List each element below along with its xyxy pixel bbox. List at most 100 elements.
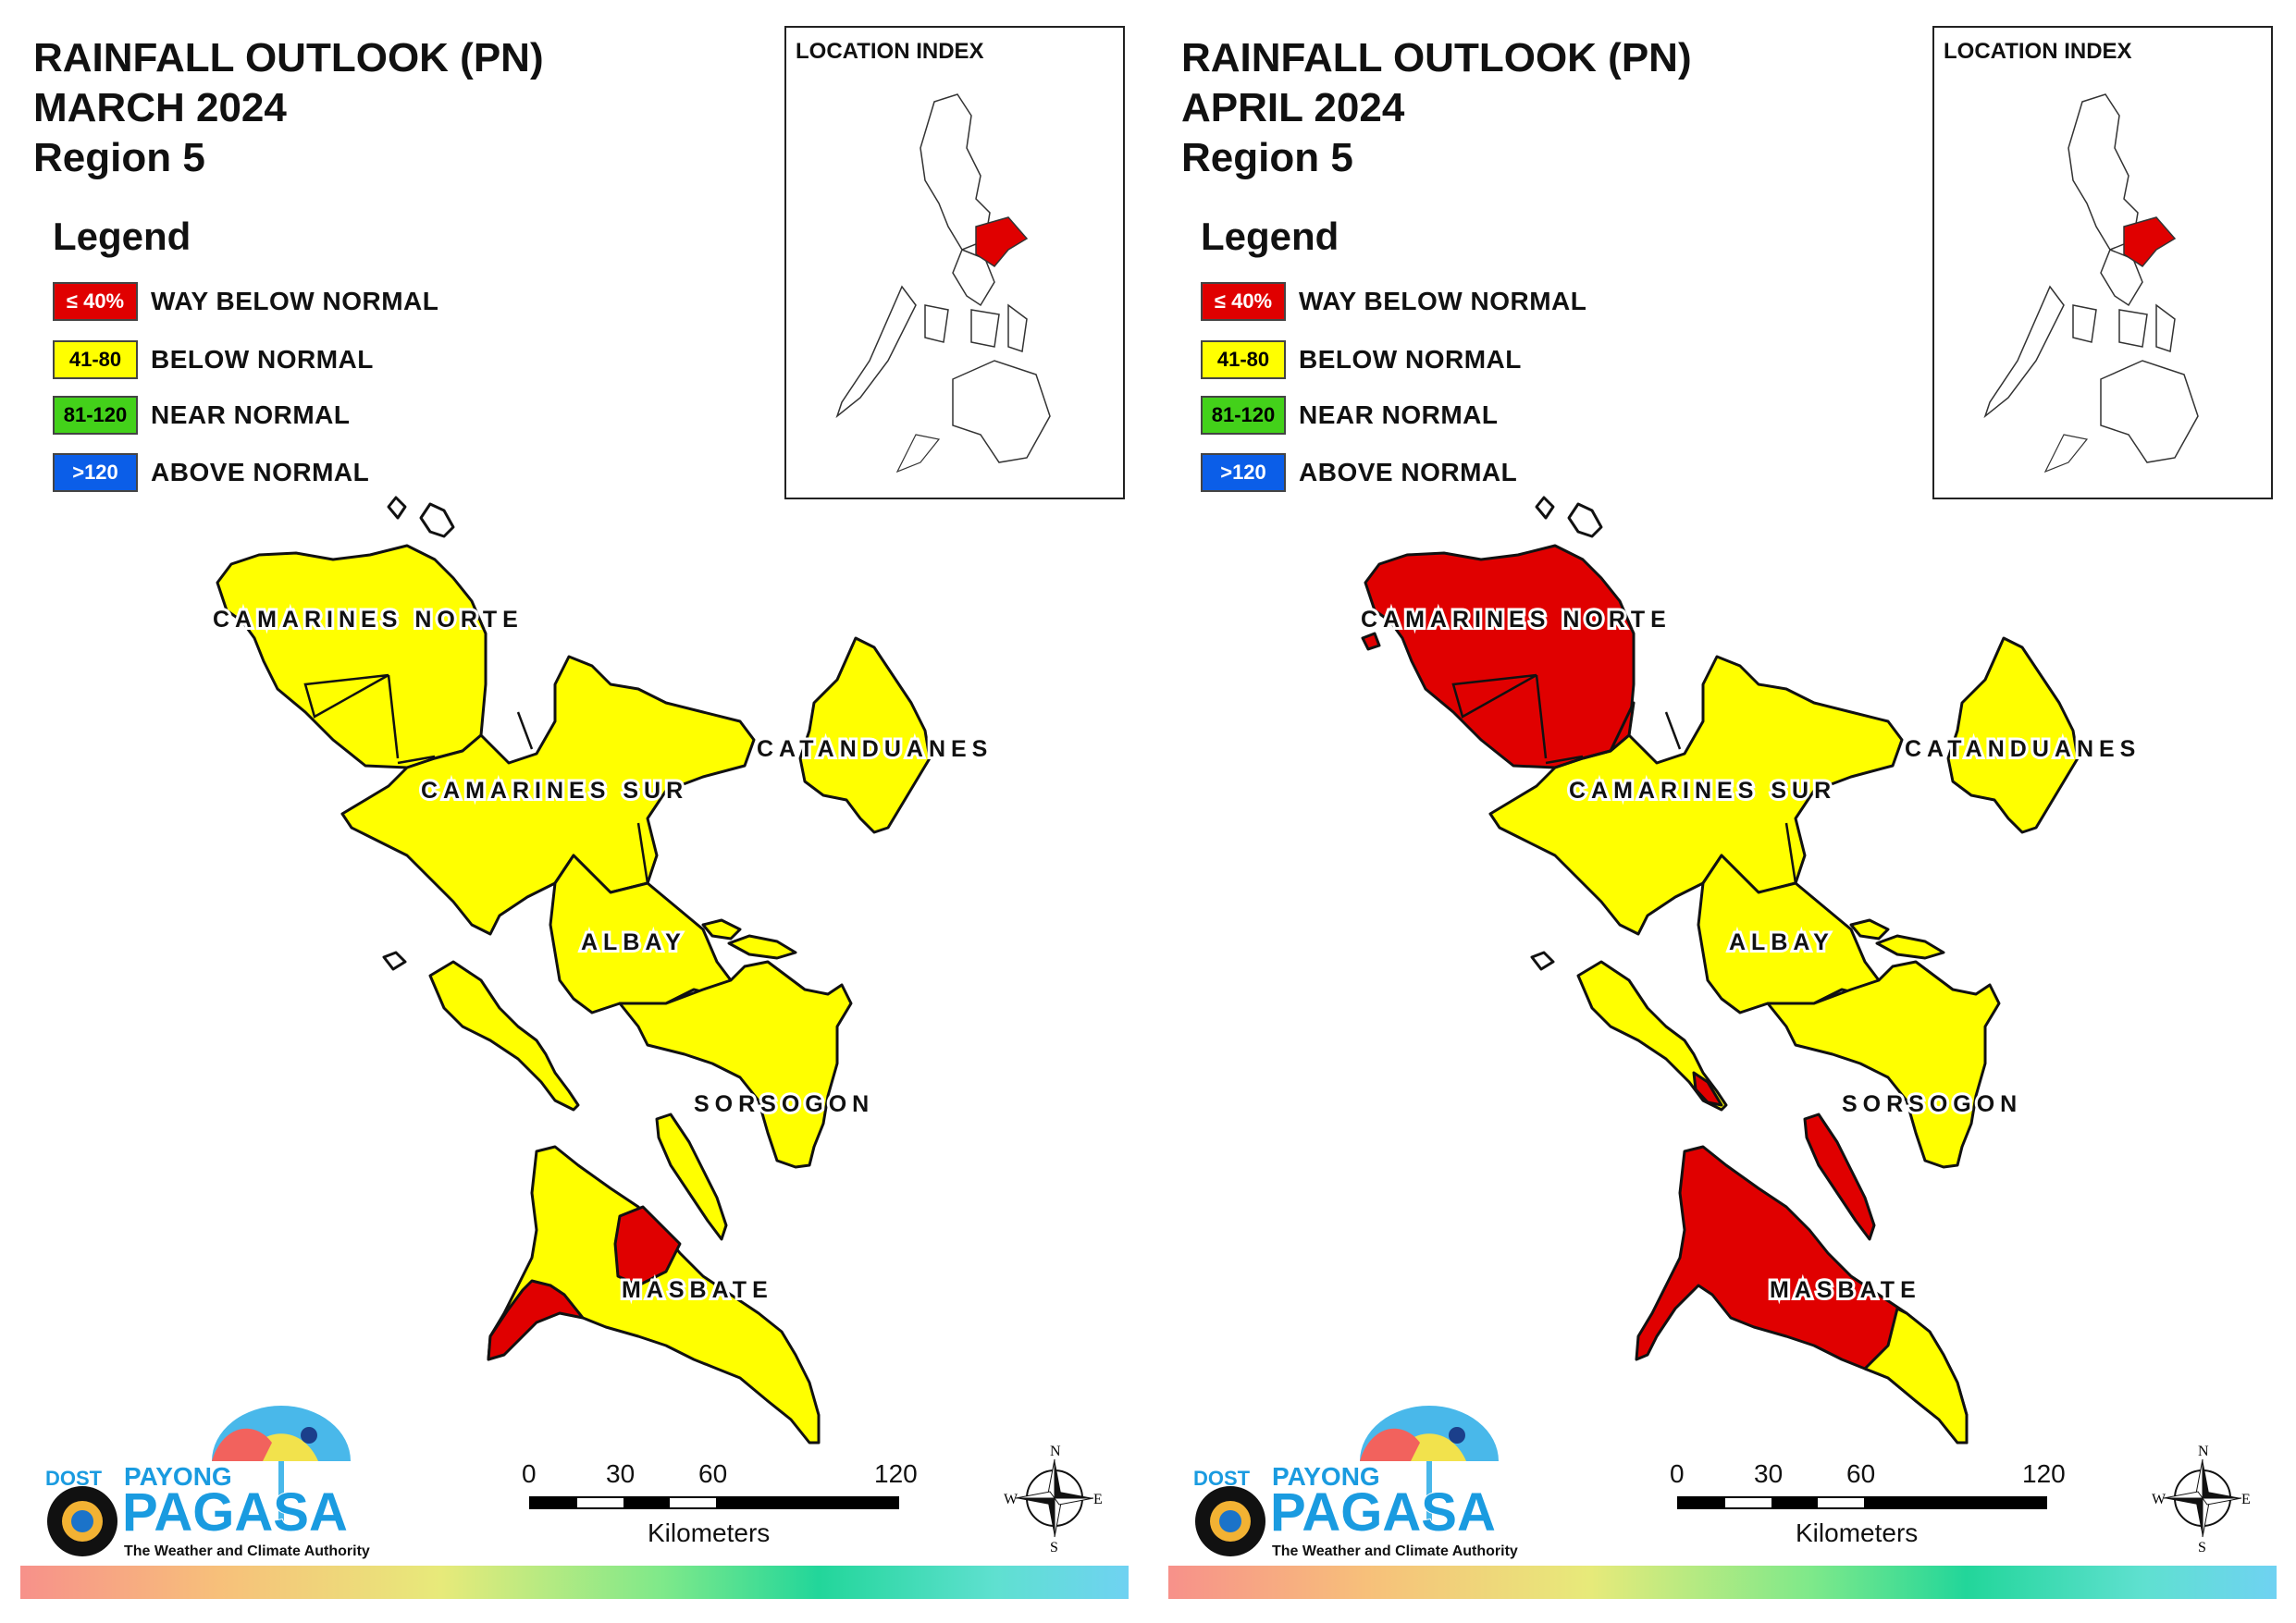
svg-text:W: W	[2152, 1492, 2166, 1507]
masbate-way-below-patch	[613, 1205, 682, 1287]
label-catanduanes: CATANDUANES	[1905, 736, 2141, 762]
label-camarines-sur: CAMARINES SUR	[421, 778, 688, 804]
legend-label: ABOVE NORMAL	[1299, 458, 1518, 486]
logo-tagline: The Weather and Climate Authority	[1272, 1543, 1518, 1559]
svg-text:S: S	[1050, 1540, 1058, 1554]
title-line-2: APRIL 2024	[1181, 85, 1405, 130]
logo-payong: PAYONG	[124, 1462, 232, 1491]
scale-bar-segments	[1677, 1496, 2047, 1509]
province-camarines-norte	[1364, 544, 1636, 769]
title-line-1: RAINFALL OUTLOOK (PN)	[33, 35, 544, 80]
compass-rose-icon: N E S W	[1004, 1443, 1105, 1555]
island-burias	[1576, 960, 1728, 1112]
scale-tick: 0	[1670, 1459, 1685, 1488]
location-index-inset: LOCATION INDEX	[1932, 26, 2273, 499]
camarines-sur-way-below-patch	[1553, 701, 1636, 769]
region5-highlight	[975, 216, 1029, 267]
province-camarines-sur	[1488, 655, 1904, 936]
logo-pagasa: PAGASA	[122, 1482, 348, 1543]
province-camarines-sur	[340, 655, 756, 936]
province-sorsogon	[618, 960, 853, 1169]
legend-label: BELOW NORMAL	[1299, 345, 1522, 374]
province-sorsogon	[1766, 960, 2001, 1169]
logo-tagline: The Weather and Climate Authority	[124, 1543, 370, 1559]
map-title: RAINFALL OUTLOOK (PN) APRIL 2024 Region …	[1181, 33, 1692, 183]
label-albay: ALBAY	[1729, 929, 1834, 955]
inset-title: LOCATION INDEX	[1944, 39, 2132, 64]
pagasa-logo: DOST PAYONG PAGASA The Weather and Clima…	[31, 1387, 392, 1563]
legend-item-near: 81-120 NEAR NORMAL	[53, 394, 351, 436]
legend-label: NEAR NORMAL	[151, 400, 351, 429]
scale-tick: 30	[606, 1459, 636, 1488]
label-masbate: MASBATE	[622, 1277, 773, 1303]
legend-title: Legend	[1201, 215, 1339, 258]
scale-unit: Kilometers	[648, 1518, 771, 1547]
island-ticao	[1803, 1113, 1876, 1241]
scale-tick: 0	[522, 1459, 537, 1488]
legend-swatch: ≤ 40%	[1201, 282, 1286, 321]
label-sorsogon: SORSOGON	[694, 1091, 874, 1117]
legend-item-way-below: ≤ 40% WAY BELOW NORMAL	[53, 280, 438, 323]
province-catanduanes	[1946, 636, 2080, 834]
province-camarines-norte	[216, 544, 488, 769]
island-ticao	[655, 1113, 728, 1241]
burias-way-below-patch	[1692, 1071, 1723, 1107]
scale-bar: 0 30 60 120 Kilometers	[1666, 1459, 2073, 1561]
compass-rose-icon: N E S W	[2152, 1443, 2253, 1555]
svg-text:N: N	[1050, 1444, 1061, 1459]
svg-text:W: W	[1004, 1492, 1018, 1507]
philippines-outline	[1983, 93, 2199, 473]
legend-swatch: ≤ 40%	[53, 282, 138, 321]
legend-item-above: >120 ABOVE NORMAL	[53, 451, 369, 494]
scale-tick: 60	[698, 1459, 728, 1488]
region-map: CAMARINES NORTE CAMARINES SUR CATANDUANE…	[1358, 496, 2141, 1445]
footer-gradient-bar	[1168, 1566, 2277, 1599]
legend-item-way-below: ≤ 40% WAY BELOW NORMAL	[1201, 280, 1586, 323]
label-camarines-norte: CAMARINES NORTE	[213, 607, 524, 633]
location-index-inset: LOCATION INDEX	[784, 26, 1125, 499]
april-panel: RAINFALL OUTLOOK (PN) APRIL 2024 Region …	[1148, 0, 2296, 1623]
region-map: CAMARINES NORTE CAMARINES SUR CATANDUANE…	[210, 496, 990, 1445]
title-line-1: RAINFALL OUTLOOK (PN)	[1181, 35, 1692, 80]
scale-tick: 120	[2022, 1459, 2066, 1488]
legend-swatch: >120	[1201, 453, 1286, 492]
legend-swatch: 81-120	[53, 396, 138, 435]
svg-text:E: E	[2241, 1492, 2251, 1507]
logo-dost: DOST	[45, 1467, 103, 1490]
label-sorsogon: SORSOGON	[1842, 1091, 2022, 1117]
scale-tick: 120	[874, 1459, 918, 1488]
island-burias	[428, 960, 580, 1112]
logo-pagasa: PAGASA	[1270, 1482, 1496, 1543]
province-catanduanes	[798, 636, 932, 834]
legend-label: NEAR NORMAL	[1299, 400, 1499, 429]
logo-dost: DOST	[1193, 1467, 1251, 1490]
label-camarines-norte: CAMARINES NORTE	[1361, 607, 1672, 633]
legend-item-below: 41-80 BELOW NORMAL	[1201, 338, 1522, 381]
masbate-way-below-patch	[487, 1279, 585, 1361]
region5-highlight	[2123, 216, 2177, 267]
pagasa-umbrella-icon: DOST PAYONG PAGASA The Weather and Clima…	[1193, 1406, 1518, 1559]
legend-label: ABOVE NORMAL	[151, 458, 370, 486]
legend-label: WAY BELOW NORMAL	[1299, 287, 1587, 315]
legend-item-near: 81-120 NEAR NORMAL	[1201, 394, 1499, 436]
legend-swatch: 81-120	[1201, 396, 1286, 435]
title-line-2: MARCH 2024	[33, 85, 287, 130]
march-panel: RAINFALL OUTLOOK (PN) MARCH 2024 Region …	[20, 26, 1129, 1599]
svg-text:E: E	[1093, 1492, 1103, 1507]
scale-tick: 30	[1754, 1459, 1784, 1488]
legend-title: Legend	[53, 215, 191, 258]
logo-payong: PAYONG	[1272, 1462, 1380, 1491]
scale-tick: 60	[1846, 1459, 1876, 1488]
footer-gradient-bar	[20, 1566, 1129, 1599]
legend-label: WAY BELOW NORMAL	[151, 287, 439, 315]
philippines-outline	[835, 93, 1051, 473]
legend-swatch: 41-80	[1201, 340, 1286, 379]
label-albay: ALBAY	[581, 929, 686, 955]
title-line-3: Region 5	[33, 135, 205, 180]
masbate-below-patch	[1863, 1307, 1969, 1445]
legend-label: BELOW NORMAL	[151, 345, 374, 374]
legend-item-below: 41-80 BELOW NORMAL	[53, 338, 374, 381]
pagasa-umbrella-icon: DOST PAYONG PAGASA The Weather and Clima…	[45, 1406, 370, 1559]
label-masbate: MASBATE	[1770, 1277, 1921, 1303]
scale-bar-segments	[529, 1496, 899, 1509]
